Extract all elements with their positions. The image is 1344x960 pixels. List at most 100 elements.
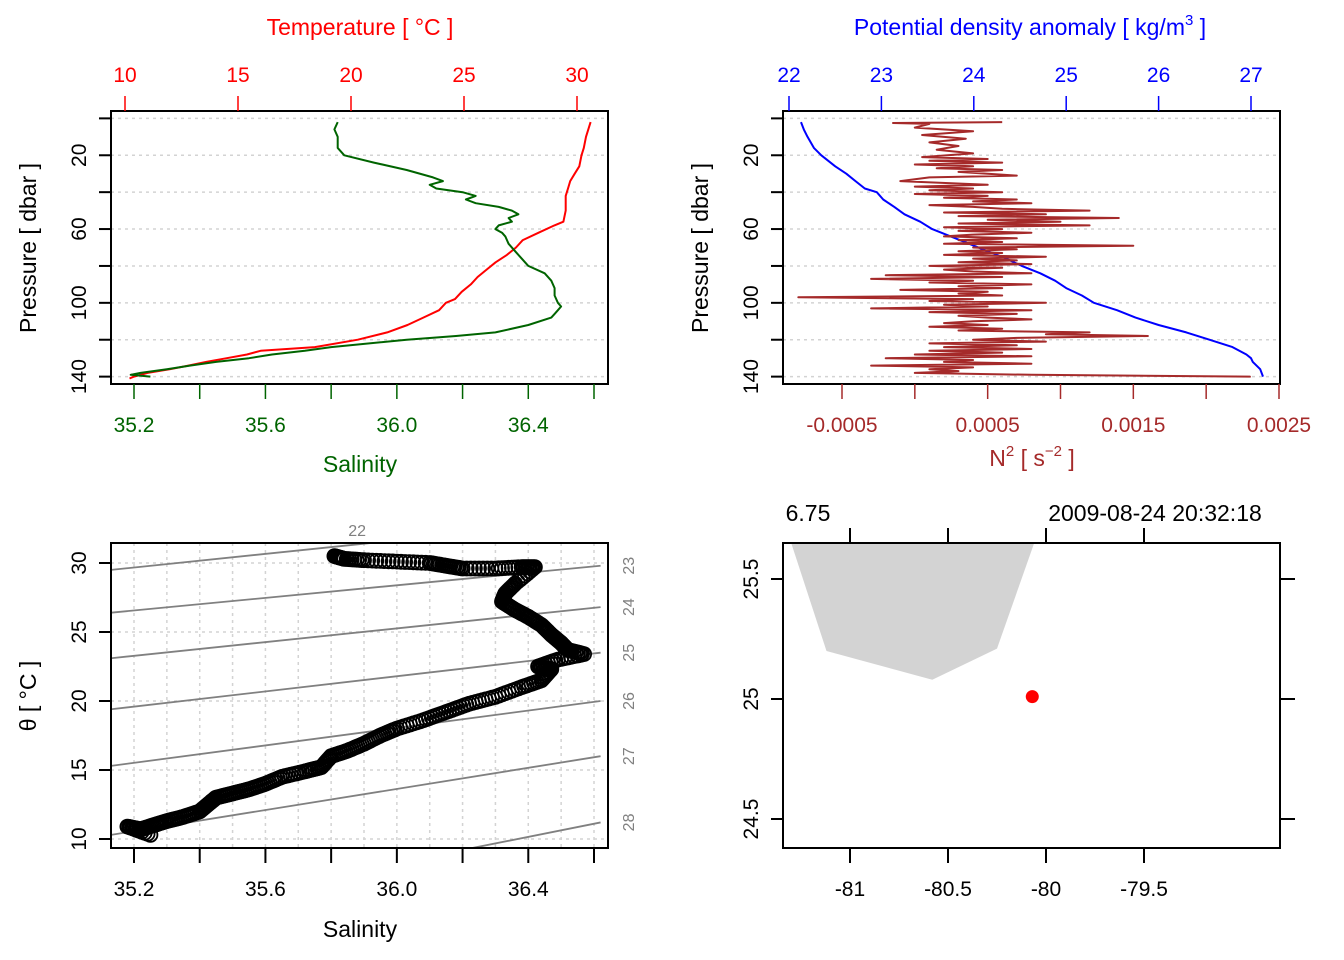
panel-temperature-salinity-profile: 20 60 100 140 10 15 20 25 30 35.2 35.6 36.0 36.4 T… <box>15 14 609 477</box>
theta-axis-title: θ [ °C ] <box>15 661 41 732</box>
plot-frame <box>782 110 1281 385</box>
station-point <box>1025 690 1039 704</box>
ts-point <box>471 560 487 577</box>
profile-lines <box>797 121 1264 378</box>
isopycnal-label: 28 <box>621 813 638 831</box>
density-axis: 22 23 24 25 26 27 <box>777 64 1263 111</box>
n2-title-end: ] <box>1062 445 1075 471</box>
n2-axis-title: N2 [ s−2 ] <box>989 443 1075 471</box>
top-tick-label: 24 <box>962 64 986 87</box>
ts-point <box>356 552 372 569</box>
n2-title-main: N <box>989 445 1006 471</box>
top-tick-label: 27 <box>1239 64 1262 87</box>
top-tick-label: 25 <box>1055 64 1078 87</box>
map-top-label-left: 6.75 <box>786 500 831 526</box>
ts-point <box>372 553 389 569</box>
lon-tick-label: -79.5 <box>1120 878 1168 901</box>
bottom-tick-label: 0.0005 <box>956 414 1020 437</box>
y-tick-label: 20 <box>68 689 91 712</box>
isopycnal-label: 22 <box>348 523 366 540</box>
x-tick-label: 36.4 <box>508 878 549 901</box>
ts-point <box>368 552 385 569</box>
y-tick-label: 15 <box>68 758 91 781</box>
y-tick-label: 20 <box>68 144 91 167</box>
density-title-end: ] <box>1193 14 1206 40</box>
series-temperature <box>129 121 592 380</box>
pressure-axis: 20 60 100 140 <box>740 117 783 394</box>
top-tick-label: 26 <box>1147 64 1170 87</box>
top-tick-label: 22 <box>777 64 800 87</box>
ts-point <box>142 826 159 843</box>
bottom-tick-label: 36.4 <box>508 414 549 437</box>
top-tick-label: 20 <box>339 64 362 87</box>
y-tick-label: 10 <box>68 827 91 850</box>
y-tick-label: 100 <box>68 285 91 320</box>
plot-frame <box>782 542 1281 849</box>
ts-point <box>364 552 381 569</box>
y-tick-label: 140 <box>740 359 763 394</box>
plot-frame <box>110 110 609 385</box>
ts-points <box>119 548 592 843</box>
pressure-gridlines <box>111 117 608 378</box>
isopycnal-28 <box>468 821 601 848</box>
ts-point <box>397 554 414 570</box>
top-tick-label: 15 <box>226 64 249 87</box>
top-tick-label: 23 <box>870 64 893 87</box>
series-n2 <box>797 121 1251 378</box>
ts-point <box>384 553 401 570</box>
y-tick-label: 140 <box>68 359 91 394</box>
density-title-main: Potential density anomaly [ kg/m <box>854 14 1185 40</box>
ts-axes: 35.2 35.6 36.0 36.4 10 15 20 25 30 <box>68 551 595 901</box>
bottom-tick-label: 0.0015 <box>1101 414 1165 437</box>
x-tick-label: 36.0 <box>376 878 417 901</box>
isopycnal-label: 23 <box>621 557 638 575</box>
pressure-axis-title: Pressure [ dbar ] <box>15 163 41 333</box>
profile-lines <box>129 121 592 380</box>
ts-point <box>393 553 409 570</box>
salinity-axis-title: Salinity <box>323 451 398 477</box>
top-tick-label: 25 <box>452 64 475 87</box>
ts-point <box>401 554 418 570</box>
station-marker <box>1025 690 1039 704</box>
y-tick-label: 30 <box>68 551 91 574</box>
lat-tick-label: 24.5 <box>740 799 763 840</box>
land-shape <box>791 543 1035 680</box>
bottom-tick-label: -0.0005 <box>806 414 877 437</box>
ts-point <box>388 553 405 570</box>
series-salinity <box>129 121 563 378</box>
ts-point <box>380 553 397 570</box>
isopycnal-label: 26 <box>621 692 638 710</box>
n2-title-sup2: −2 <box>1045 443 1062 460</box>
y-tick-label: 25 <box>68 620 91 643</box>
density-title-sup: 3 <box>1185 12 1193 29</box>
plot-frame <box>110 542 609 849</box>
isopycnal-label: 24 <box>621 598 638 616</box>
ts-point <box>458 560 475 577</box>
ts-point <box>462 560 479 577</box>
top-tick-label: 10 <box>113 64 136 87</box>
y-tick-label: 20 <box>740 144 763 167</box>
n2-title-mid: [ s <box>1014 445 1045 471</box>
temperature-axis: 10 15 20 25 30 <box>113 64 589 111</box>
land-polygon <box>791 543 1035 680</box>
bottom-tick-label: 0.0025 <box>1247 414 1311 437</box>
lon-tick-label: -80 <box>1031 878 1061 901</box>
isopycnal-25 <box>111 651 601 711</box>
ts-point <box>454 560 471 577</box>
isopycnal-label: 27 <box>621 747 638 765</box>
n2-title-sup: 2 <box>1006 443 1014 460</box>
lat-tick-label: 25.5 <box>740 559 763 600</box>
temperature-axis-title: Temperature [ °C ] <box>267 14 454 40</box>
salinity-axis-title: Salinity <box>323 916 398 942</box>
lat-tick-label: 25 <box>740 687 763 710</box>
y-tick-label: 60 <box>68 217 91 240</box>
x-tick-label: 35.2 <box>114 878 155 901</box>
isopycnal-26 <box>111 700 601 767</box>
ts-point <box>405 554 422 571</box>
ts-point <box>376 553 393 569</box>
lon-tick-label: -81 <box>835 878 865 901</box>
lon-tick-label: -80.5 <box>924 878 972 901</box>
